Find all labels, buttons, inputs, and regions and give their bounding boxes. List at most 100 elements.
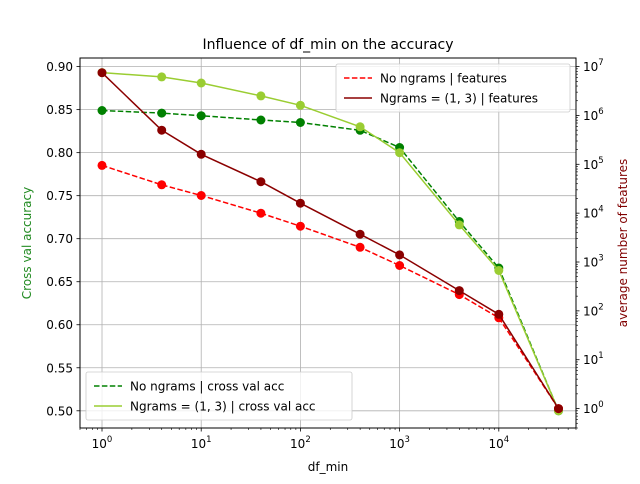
y-right-tick-label-7-base: 10 (583, 60, 598, 74)
y-right-tick-label-2: 102 (583, 302, 604, 318)
y-right-tick-label-1-exp: 1 (598, 351, 603, 361)
x-tick-label-0: 100 (92, 435, 113, 451)
series-3-point-1 (157, 125, 167, 135)
x-tick-label-0-base: 10 (92, 437, 107, 451)
series-3-point-6 (395, 250, 405, 260)
legend-accuracy: No ngrams | cross val acc Ngrams = (1, 3)… (85, 371, 353, 421)
y-right-tick-label-4-base: 10 (583, 207, 598, 221)
series-0-point-2 (196, 111, 206, 121)
series-1-point-1 (157, 72, 167, 82)
y-right-tick-label-5-exp: 5 (598, 156, 603, 166)
series-1-point-2 (196, 78, 206, 88)
series-0-point-0 (97, 106, 107, 115)
legend-features: No ngrams | features Ngrams = (1, 3) | fe… (335, 63, 571, 113)
y-right-tick-label-0-exp: 0 (598, 400, 603, 410)
y-left-tick-label-7: 0.85 (46, 103, 73, 117)
series-3-point-7 (454, 286, 464, 296)
series-2-point-5 (355, 242, 365, 252)
series-line-3 (101, 72, 560, 410)
series-2-point-3 (256, 208, 266, 218)
y-left-tick-label-0: 0.50 (46, 404, 73, 418)
series-2-point-6 (395, 261, 405, 270)
series-3-point-8 (494, 309, 504, 319)
y-left-tick-label-1: 0.55 (46, 361, 73, 375)
y-right-tick-label-3-exp: 3 (598, 254, 603, 264)
series-2-point-2 (196, 191, 206, 200)
y-left-tick-label-2: 0.60 (46, 318, 73, 332)
y-axis-left-label: Cross val accuracy (20, 187, 34, 299)
legend-accuracy-label-0: No ngrams | cross val acc (130, 380, 284, 394)
x-tick-label-4-exp: 4 (504, 435, 509, 445)
series-2-point-1 (157, 180, 167, 190)
x-tick-label-4-base: 10 (488, 437, 503, 451)
series-1-point-4 (295, 100, 305, 110)
x-tick-label-4: 104 (488, 435, 509, 451)
x-tick-label-3: 103 (389, 435, 410, 451)
series-3-point-2 (196, 149, 206, 159)
x-tick-label-1-base: 10 (191, 437, 206, 451)
y-left-tick-label-3: 0.65 (46, 275, 73, 289)
y-right-tick-label-5-base: 10 (583, 158, 598, 172)
x-tick-label-1: 101 (191, 435, 212, 451)
y-right-tick-label-0: 100 (583, 400, 604, 416)
series-1-point-7 (454, 220, 464, 230)
x-axis: 100 101 102 103 104 (79, 428, 577, 451)
y-axis-right-label: average number of features (616, 159, 630, 328)
y-axis-left: 0.50 0.55 0.60 0.65 0.70 0.75 0.80 0.85 0.90 (46, 60, 80, 418)
series-0-point-4 (295, 118, 305, 127)
y-right-tick-label-6-base: 10 (583, 109, 598, 123)
x-tick-label-2-base: 10 (290, 437, 305, 451)
legend-accuracy-box (85, 371, 353, 421)
legend-features-label-0: No ngrams | features (380, 72, 507, 86)
series-3-point-5 (355, 229, 365, 239)
y-left-tick-label-4: 0.70 (46, 232, 73, 246)
x-tick-label-3-exp: 3 (405, 435, 410, 445)
y-right-tick-label-1: 101 (583, 351, 604, 367)
y-right-tick-label-4-exp: 4 (598, 205, 603, 215)
y-right-tick-label-7: 107 (583, 58, 604, 74)
series-3-point-4 (295, 198, 305, 208)
chart-title: Influence of df_min on the accuracy (202, 37, 453, 53)
series-3-point-0 (97, 68, 107, 78)
series-0-point-3 (256, 115, 266, 125)
series-1-point-5 (355, 122, 365, 132)
series-3 (97, 68, 563, 414)
x-tick-label-3-base: 10 (389, 437, 404, 451)
y-right-tick-label-3-base: 10 (583, 256, 598, 270)
series-1-point-3 (256, 91, 266, 101)
x-tick-label-0-exp: 0 (107, 435, 112, 445)
plot-frame (79, 57, 577, 429)
series-line-0 (101, 109, 560, 412)
series-2-point-4 (295, 221, 305, 231)
y-right-tick-label-4: 104 (583, 205, 604, 221)
legend-accuracy-label-1: Ngrams = (1, 3) | cross val acc (130, 400, 316, 414)
series-3-point-3 (256, 177, 266, 187)
y-right-tick-label-2-exp: 2 (598, 302, 603, 312)
x-tick-label-1-exp: 1 (206, 435, 211, 445)
y-left-tick-label-5: 0.75 (46, 189, 73, 203)
y-right-tick-label-5: 105 (583, 156, 604, 172)
series-line-2 (101, 164, 560, 410)
y-right-tick-label-6: 106 (583, 107, 604, 123)
series-2-point-0 (97, 160, 107, 170)
y-right-tick-label-2-base: 10 (583, 304, 598, 318)
y-right-tick-label-0-base: 10 (583, 402, 598, 416)
x-axis-label: df_min (308, 460, 348, 474)
series-3-point-9 (554, 404, 563, 414)
x-tick-label-2-exp: 2 (305, 435, 310, 445)
y-left-tick-label-8: 0.90 (46, 60, 73, 74)
series-line-1 (101, 71, 560, 412)
series-0-point-1 (157, 108, 167, 118)
y-right-tick-label-1-base: 10 (583, 353, 598, 367)
y-right-tick-label-7-exp: 7 (598, 58, 603, 68)
series-1-point-6 (395, 148, 405, 158)
legend-features-label-1: Ngrams = (1, 3) | features (380, 92, 538, 106)
y-left-tick-label-6: 0.80 (46, 146, 73, 160)
legend-features-box (335, 63, 571, 113)
y-right-tick-label-3: 103 (583, 254, 604, 270)
series-layer (97, 68, 563, 416)
y-right-tick-label-6-exp: 6 (598, 107, 603, 117)
x-tick-label-2: 102 (290, 435, 311, 451)
